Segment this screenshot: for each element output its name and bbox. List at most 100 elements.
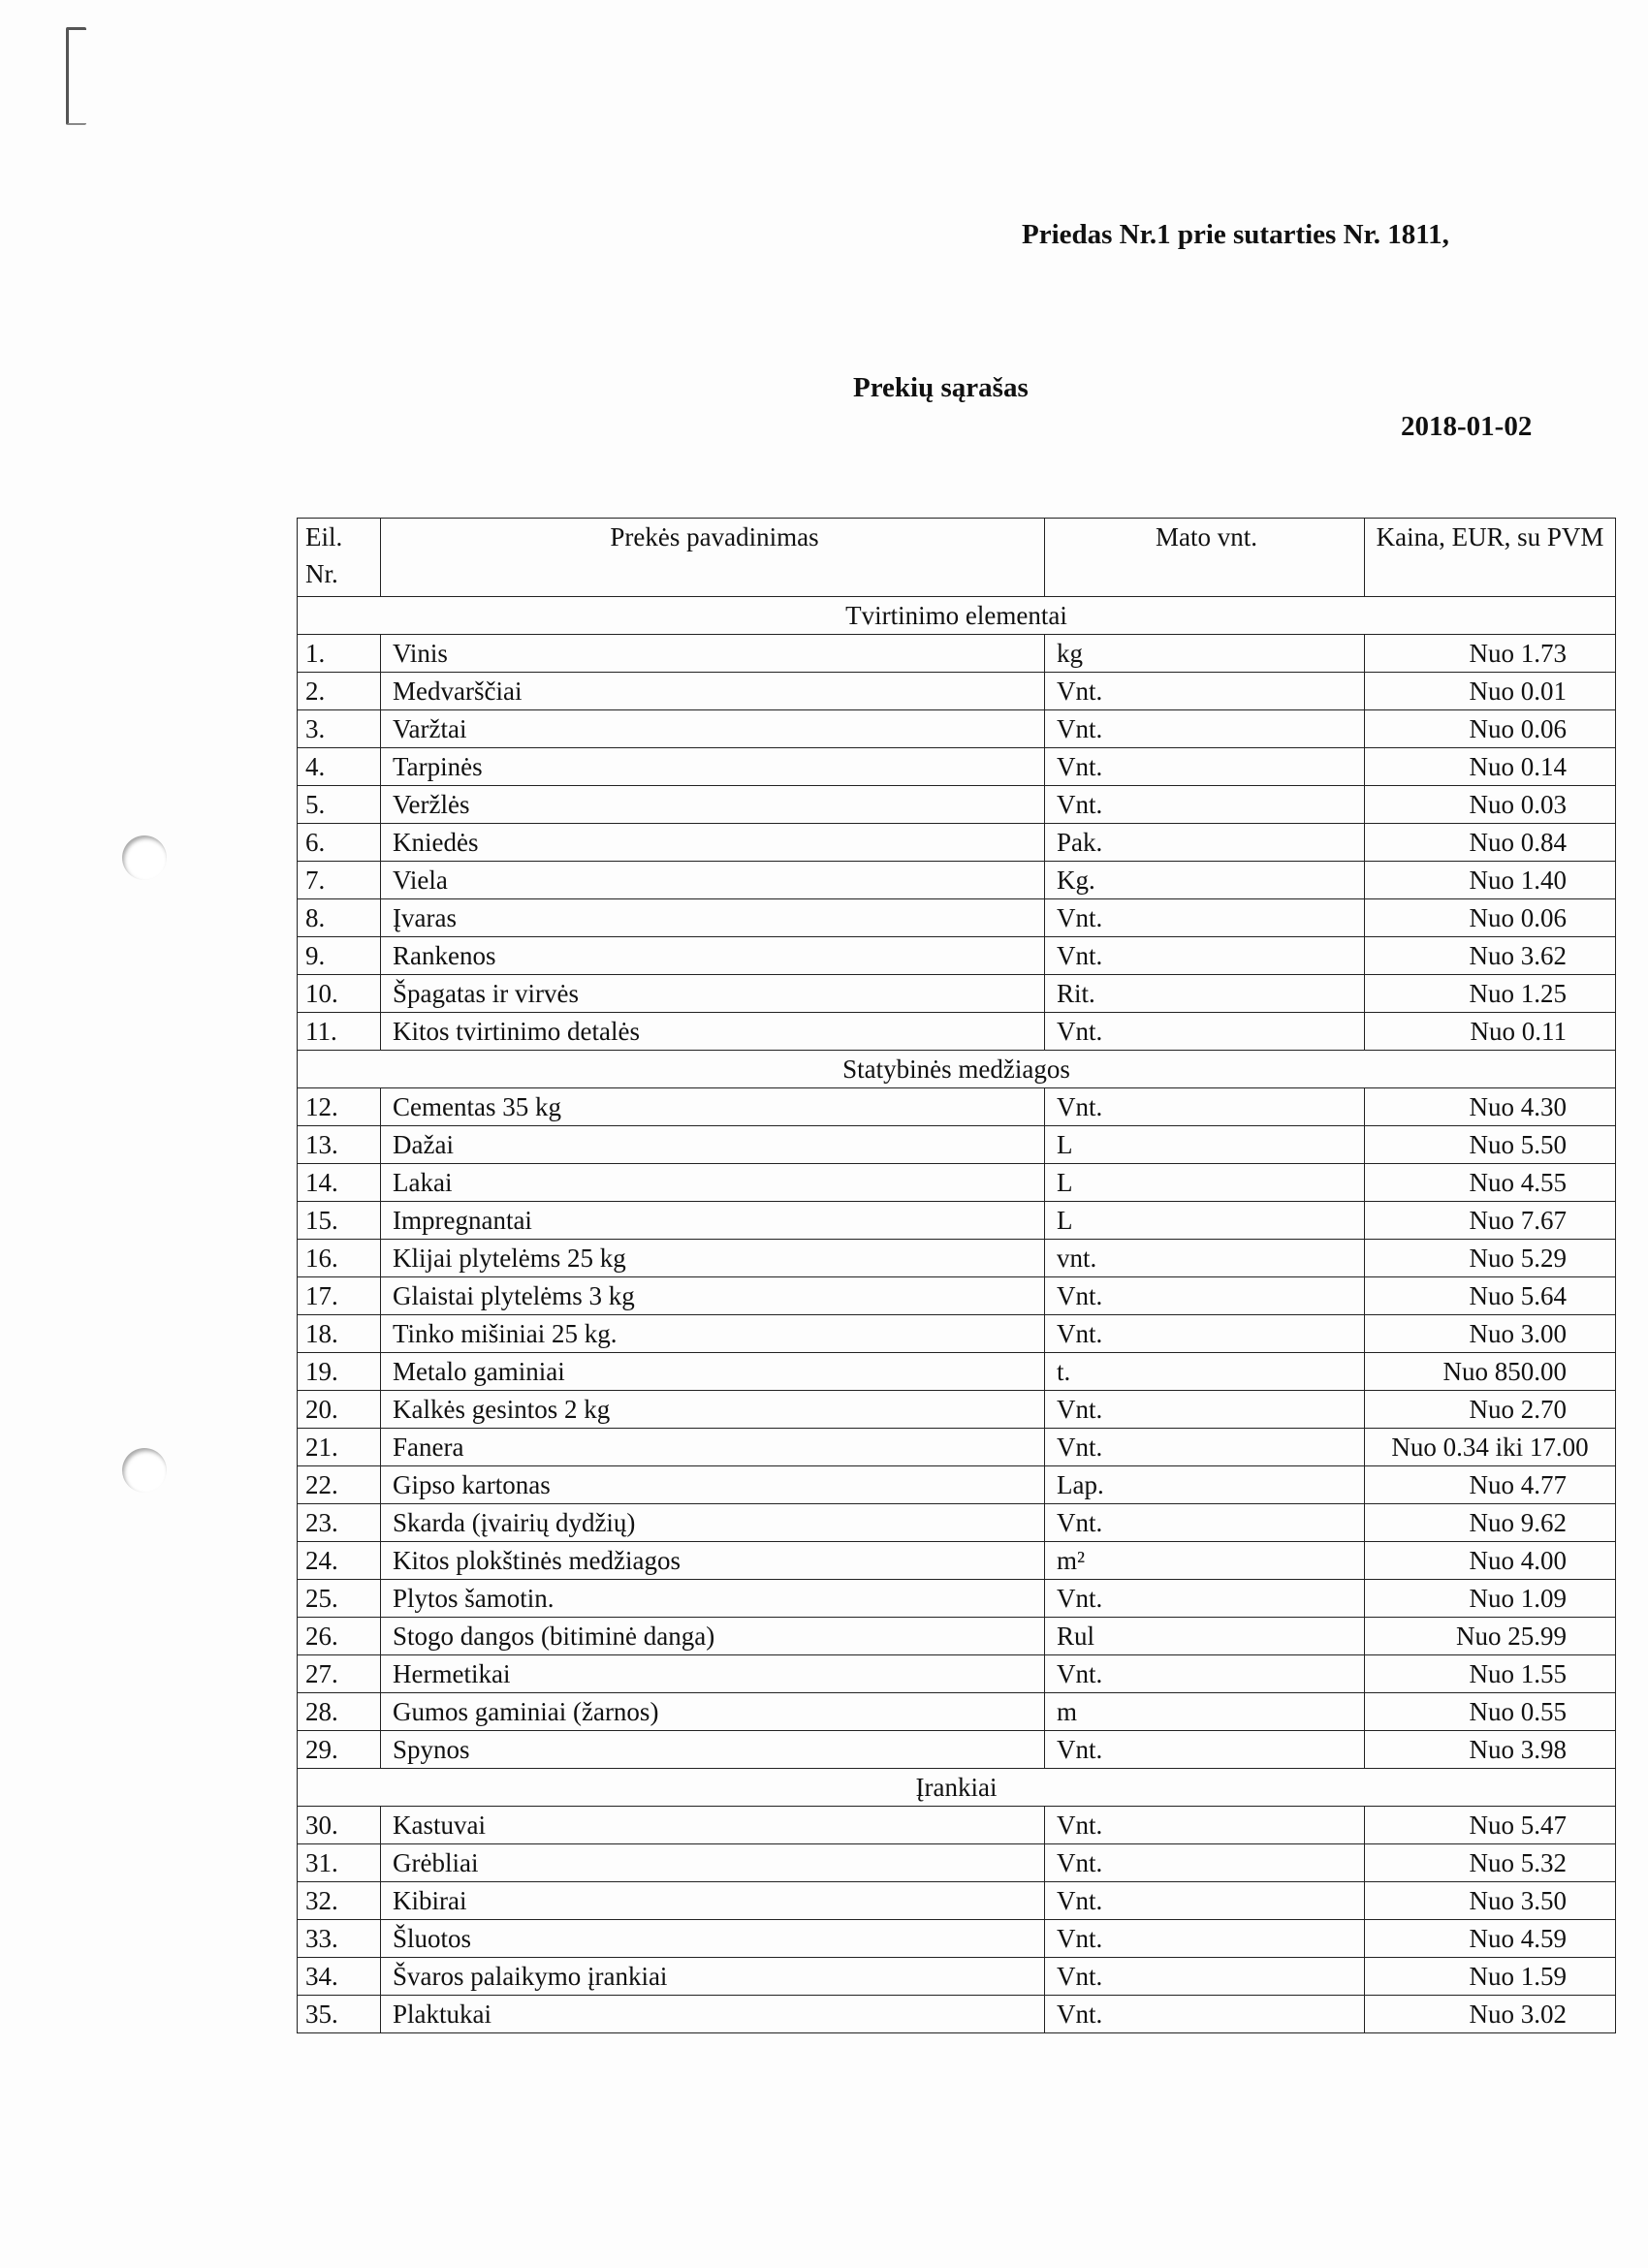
cell-number: 8. [297,898,381,937]
cell-price: Nuo 4.30 [1364,1087,1616,1126]
column-header-number: Eil. Nr. [297,518,381,597]
product-table: Eil. Nr. Prekės pavadinimas Mato vnt. Ka… [297,518,1616,2033]
cell-price: Nuo 25.99 [1364,1617,1616,1655]
table-row: 20. Kalkės gesintos 2 kg Vnt. Nuo 2.70 [297,1390,1616,1429]
table-row: 32. Kibirai Vnt. Nuo 3.50 [297,1881,1616,1920]
cell-number: 2. [297,672,381,710]
cell-unit: Vnt. [1044,1087,1365,1126]
section-row: Tvirtinimo elementai [297,596,1616,635]
table-row: 9. Rankenos Vnt. Nuo 3.62 [297,936,1616,975]
cell-price: Nuo 0.34 iki 17.00 [1364,1428,1616,1466]
cell-unit: L [1044,1125,1365,1164]
cell-price: Nuo 3.00 [1364,1314,1616,1353]
table-row: 34. Švaros palaikymo įrankiai Vnt. Nuo 1.59 [297,1957,1616,1996]
cell-unit: kg [1044,634,1365,673]
cell-price: Nuo 2.70 [1364,1390,1616,1429]
cell-name: Grėbliai [380,1843,1045,1882]
cell-number: 6. [297,823,381,862]
cell-name: Lakai [380,1163,1045,1202]
cell-name: Medvarščiai [380,672,1045,710]
cell-price: Nuo 0.84 [1364,823,1616,862]
document-date: 2018-01-02 [1401,411,1533,442]
cell-name: Veržlės [380,785,1045,824]
cell-unit: Vnt. [1044,1995,1365,2033]
cell-price: Nuo 0.03 [1364,785,1616,824]
cell-number: 28. [297,1692,381,1731]
cell-name: Skarda (įvairių dydžių) [380,1503,1045,1542]
cell-unit: vnt. [1044,1239,1365,1277]
table-row: 18. Tinko mišiniai 25 kg. Vnt. Nuo 3.00 [297,1314,1616,1353]
table-row: 29. Spynos Vnt. Nuo 3.98 [297,1730,1616,1769]
document-title: Priedas Nr.1 prie sutarties Nr. 1811, [1022,219,1449,250]
cell-name: Tarpinės [380,747,1045,786]
table-row: 15. Impregnantai L Nuo 7.67 [297,1201,1616,1240]
cell-unit: Vnt. [1044,1881,1365,1920]
cell-price: Nuo 3.62 [1364,936,1616,975]
table-row: 35. Plaktukai Vnt. Nuo 3.02 [297,1995,1616,2033]
table-row: 4. Tarpinės Vnt. Nuo 0.14 [297,747,1616,786]
cell-name: Špagatas ir virvės [380,974,1045,1013]
section-row: Įrankiai [297,1768,1616,1807]
cell-unit: Vnt. [1044,747,1365,786]
cell-price: Nuo 3.50 [1364,1881,1616,1920]
table-row: 7. Viela Kg. Nuo 1.40 [297,861,1616,899]
table-row: 33. Šluotos Vnt. Nuo 4.59 [297,1919,1616,1958]
cell-name: Kitos plokštinės medžiagos [380,1541,1045,1580]
cell-number: 34. [297,1957,381,1996]
table-row: 8. Įvaras Vnt. Nuo 0.06 [297,898,1616,937]
cell-name: Rankenos [380,936,1045,975]
cell-name: Gumos gaminiai (žarnos) [380,1692,1045,1731]
table-row: 2. Medvarščiai Vnt. Nuo 0.01 [297,672,1616,710]
cell-price: Nuo 1.25 [1364,974,1616,1013]
cell-unit: Vnt. [1044,1428,1365,1466]
cell-name: Šluotos [380,1919,1045,1958]
cell-name: Tinko mišiniai 25 kg. [380,1314,1045,1353]
cell-unit: Rit. [1044,974,1365,1013]
cell-price: Nuo 0.11 [1364,1012,1616,1051]
table-row: 23. Skarda (įvairių dydžių) Vnt. Nuo 9.62 [297,1503,1616,1542]
cell-number: 18. [297,1314,381,1353]
cell-name: Cementas 35 kg [380,1087,1045,1126]
cell-price: Nuo 1.73 [1364,634,1616,673]
cell-name: Kibirai [380,1881,1045,1920]
cell-number: 23. [297,1503,381,1542]
cell-number: 33. [297,1919,381,1958]
cell-number: 10. [297,974,381,1013]
cell-name: Metalo gaminiai [380,1352,1045,1391]
cell-price: Nuo 3.98 [1364,1730,1616,1769]
cell-number: 31. [297,1843,381,1882]
cell-name: Dažai [380,1125,1045,1164]
cell-number: 5. [297,785,381,824]
table-row: 30. Kastuvai Vnt. Nuo 5.47 [297,1806,1616,1844]
cell-unit: Vnt. [1044,1730,1365,1769]
table-row: 14. Lakai L Nuo 4.55 [297,1163,1616,1202]
cell-name: Vinis [380,634,1045,673]
cell-unit: Vnt. [1044,672,1365,710]
cell-name: Fanera [380,1428,1045,1466]
section-title: Tvirtinimo elementai [297,596,1616,635]
cell-price: Nuo 7.67 [1364,1201,1616,1240]
cell-price: Nuo 4.59 [1364,1919,1616,1958]
cell-price: Nuo 5.29 [1364,1239,1616,1277]
table-row: 21. Fanera Vnt. Nuo 0.34 iki 17.00 [297,1428,1616,1466]
cell-number: 22. [297,1465,381,1504]
cell-number: 19. [297,1352,381,1391]
table-row: 11. Kitos tvirtinimo detalės Vnt. Nuo 0.11 [297,1012,1616,1051]
cell-unit: Vnt. [1044,1579,1365,1618]
table-header-row: Eil. Nr. Prekės pavadinimas Mato vnt. Ka… [297,518,1616,597]
cell-price: Nuo 5.64 [1364,1276,1616,1315]
cell-number: 3. [297,709,381,748]
cell-price: Nuo 850.00 [1364,1352,1616,1391]
table-row: 19. Metalo gaminiai t. Nuo 850.00 [297,1352,1616,1391]
cell-unit: m [1044,1692,1365,1731]
cell-name: Kitos tvirtinimo detalės [380,1012,1045,1051]
cell-price: Nuo 0.14 [1364,747,1616,786]
cell-number: 35. [297,1995,381,2033]
punch-hole [122,835,167,880]
cell-price: Nuo 0.01 [1364,672,1616,710]
cell-number: 32. [297,1881,381,1920]
cell-name: Stogo dangos (bitiminė danga) [380,1617,1045,1655]
cell-price: Nuo 9.62 [1364,1503,1616,1542]
cell-number: 24. [297,1541,381,1580]
cell-number: 12. [297,1087,381,1126]
